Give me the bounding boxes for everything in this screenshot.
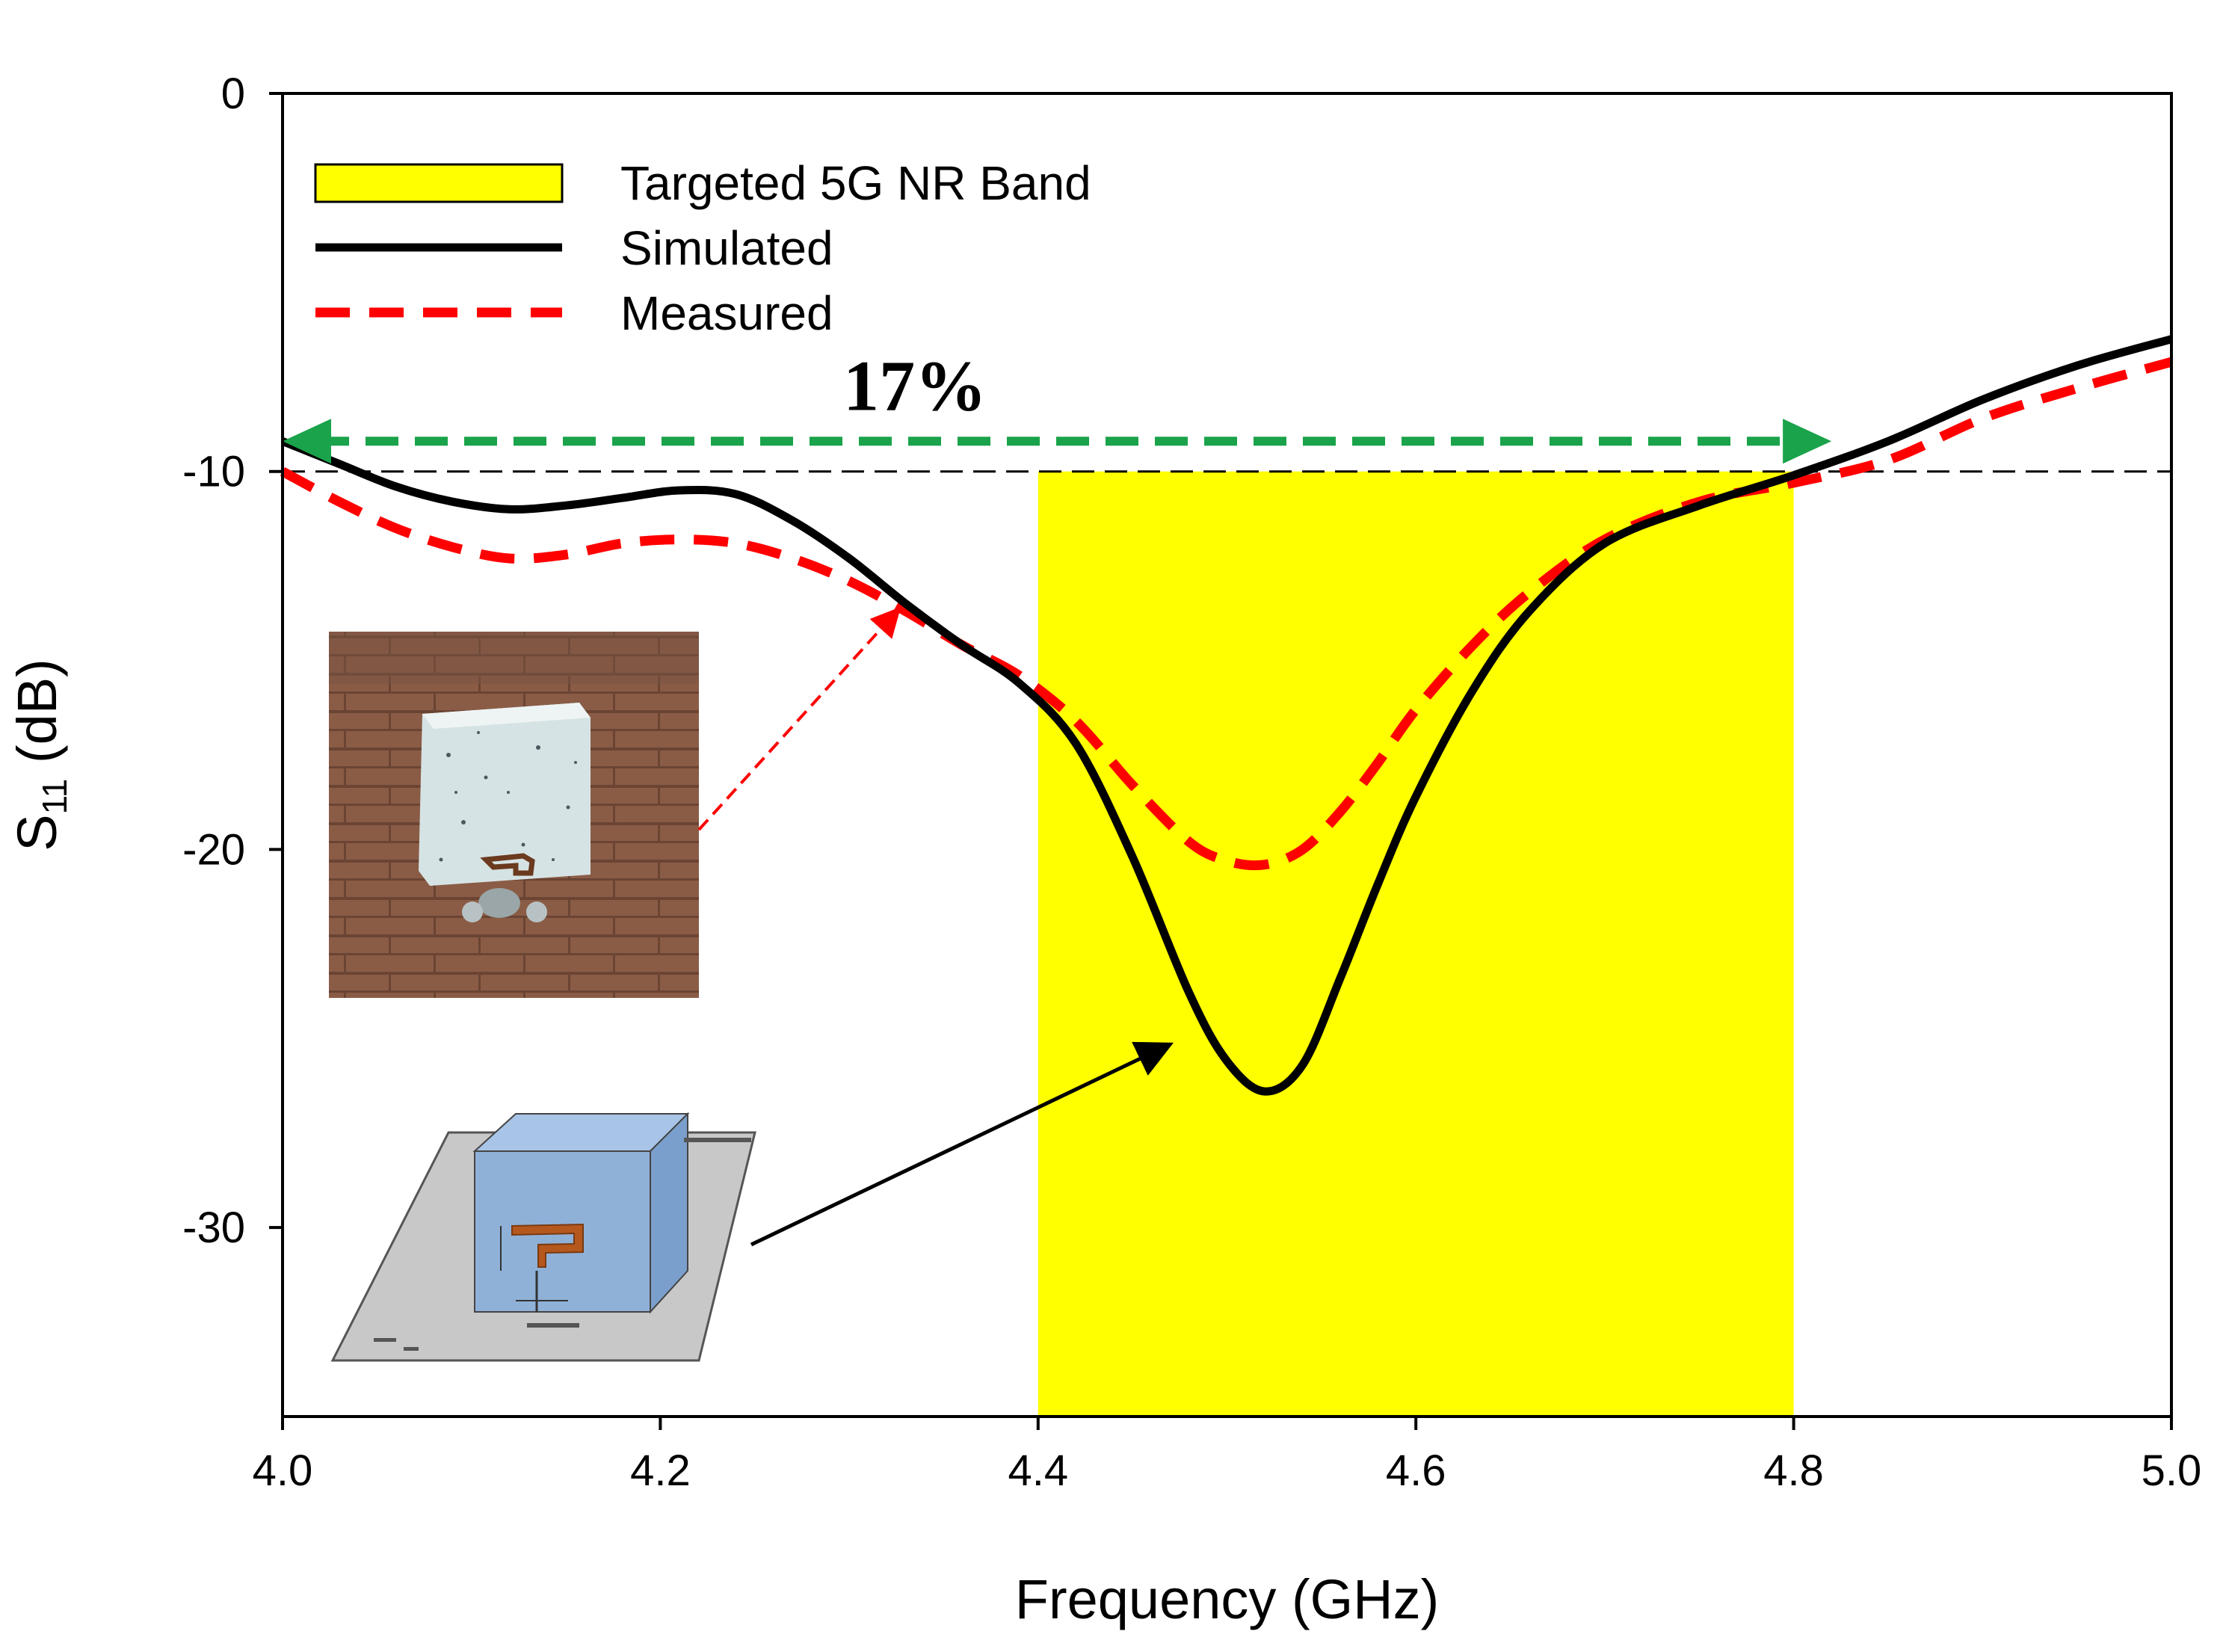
legend-label-band: Targeted 5G NR Band <box>620 156 1091 210</box>
x-tick-label: 4.8 <box>1763 1446 1824 1495</box>
y-tick-label: -10 <box>182 448 245 496</box>
y-axis-title-unit: (dB) <box>6 659 68 778</box>
y-axis-title-subscript: 11 <box>35 779 74 815</box>
bandwidth-arrow <box>283 419 1832 464</box>
y-axis-title: S11 (dB) <box>6 659 74 851</box>
y-axis: 0 -10 -20 -30 <box>182 70 283 1252</box>
target-band-region <box>1038 471 1794 1417</box>
x-tick-label: 5.0 <box>2142 1446 2202 1495</box>
x-tick-label: 4.2 <box>630 1446 691 1495</box>
legend: Targeted 5G NR Band Simulated Measured <box>314 156 1091 340</box>
y-tick-label: -30 <box>182 1203 245 1252</box>
x-axis-title: Frequency (GHz) <box>1015 1568 1439 1630</box>
y-tick-label: 0 <box>221 70 245 118</box>
plot-frame <box>281 92 2173 1418</box>
series-simulated-line <box>280 335 2173 1096</box>
simulated-callout-arrow <box>750 1041 1174 1247</box>
x-tick-label: 4.4 <box>1008 1446 1068 1495</box>
legend-label-simulated: Simulated <box>620 221 833 275</box>
model-inset <box>330 1112 756 1362</box>
measured-callout-arrow <box>697 606 901 831</box>
legend-swatch-band <box>314 163 564 203</box>
x-tick-label: 4.0 <box>253 1446 313 1495</box>
x-tick-label: 4.6 <box>1386 1446 1446 1495</box>
x-axis: 4.0 4.2 4.4 4.6 4.8 5.0 <box>253 1417 2202 1495</box>
legend-label-measured: Measured <box>620 286 833 340</box>
y-axis-title-main: S <box>6 814 68 851</box>
y-tick-label: -20 <box>182 825 245 874</box>
bandwidth-percent-label: 17% <box>843 345 987 425</box>
photo-inset <box>329 632 699 998</box>
